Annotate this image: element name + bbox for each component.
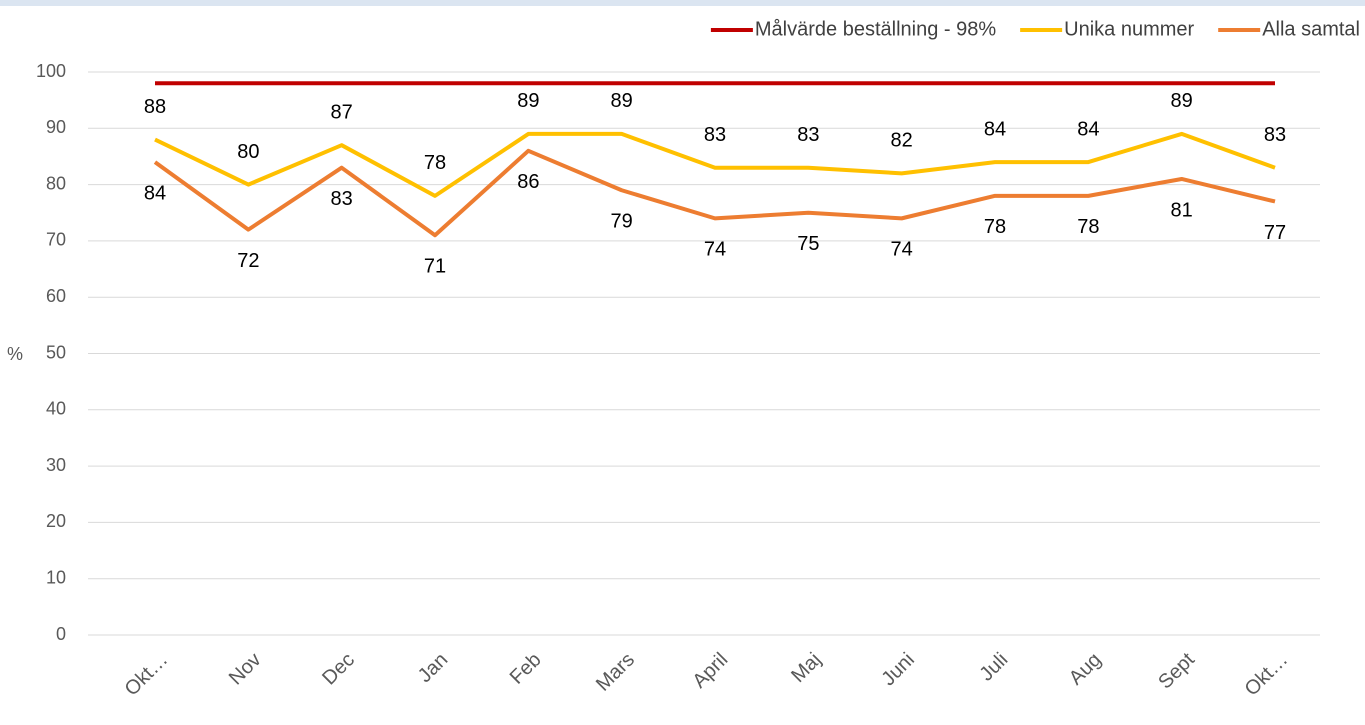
data-label: 84: [1077, 118, 1099, 140]
legend-label: Målvärde beställning - 98%: [755, 18, 996, 40]
x-tick-label: Juni: [877, 649, 919, 691]
data-label: 75: [797, 233, 819, 255]
data-label: 72: [237, 250, 259, 272]
data-label: 84: [144, 182, 166, 204]
top-border: [0, 0, 1365, 6]
data-label: 83: [797, 124, 819, 146]
y-axis-label: %: [7, 344, 23, 364]
data-label: 71: [424, 256, 446, 278]
y-tick-label: 0: [56, 624, 66, 644]
x-tick-label: Juli: [975, 649, 1012, 686]
y-tick-label: 20: [46, 511, 66, 531]
x-tick-label: Okt…: [121, 649, 173, 701]
y-tick-label: 40: [46, 399, 66, 419]
y-tick-label: 90: [46, 117, 66, 137]
y-tick-label: 30: [46, 455, 66, 475]
series-line: [154, 131, 1276, 198]
x-tick-label: Okt…: [1241, 649, 1293, 701]
x-tick-label: April: [688, 649, 732, 693]
x-tick-label: Feb: [506, 649, 546, 689]
x-tick-label: Jan: [414, 649, 452, 687]
data-label: 78: [1077, 216, 1099, 238]
data-label: 80: [237, 141, 259, 163]
data-label: 84: [984, 118, 1006, 140]
data-label: 89: [1171, 90, 1193, 112]
y-tick-label: 80: [46, 173, 66, 193]
data-label: 88: [144, 96, 166, 118]
data-label: 83: [704, 124, 726, 146]
y-tick-label: 50: [46, 342, 66, 362]
data-label: 78: [984, 216, 1006, 238]
x-tick-label: Dec: [318, 649, 359, 690]
x-tick-label: Nov: [225, 649, 266, 690]
y-tick-label: 70: [46, 230, 66, 250]
data-label: 81: [1171, 199, 1193, 221]
data-label: 78: [424, 152, 446, 174]
x-tick-label: Maj: [787, 649, 825, 687]
data-label: 87: [331, 101, 353, 123]
x-tick-label: Mars: [592, 649, 639, 696]
data-label: 82: [891, 130, 913, 152]
data-label: 74: [891, 239, 913, 261]
x-tick-label: Sept: [1154, 648, 1199, 693]
data-label: 74: [704, 239, 726, 261]
data-label: 89: [611, 90, 633, 112]
legend-label: Unika nummer: [1064, 18, 1194, 40]
y-tick-label: 60: [46, 286, 66, 306]
data-label: 83: [331, 188, 353, 210]
data-label: 89: [517, 90, 539, 112]
data-label: 86: [517, 171, 539, 193]
data-label: 77: [1264, 222, 1286, 244]
legend-label: Alla samtal: [1262, 18, 1360, 40]
data-label: 79: [611, 211, 633, 233]
data-label: 83: [1264, 124, 1286, 146]
y-tick-label: 100: [36, 61, 66, 81]
y-tick-label: 10: [46, 567, 66, 587]
x-tick-label: Aug: [1065, 649, 1106, 690]
series-line: [153, 148, 1276, 238]
